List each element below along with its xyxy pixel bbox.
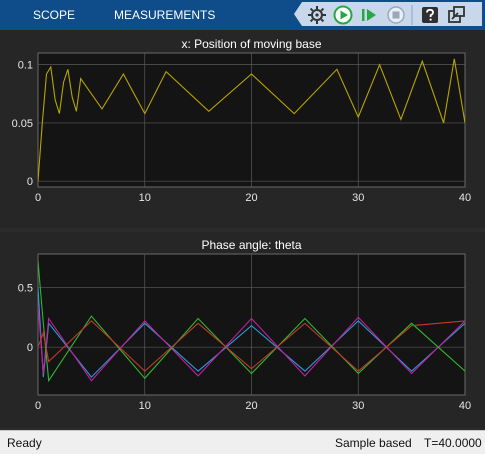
x-tick-label: 40 <box>459 400 471 412</box>
y-tick-label: 0.05 <box>12 118 33 130</box>
tab-scope[interactable]: SCOPE <box>33 8 76 22</box>
status-ready: Ready <box>7 436 42 450</box>
series-line-2 <box>38 305 465 382</box>
x-tick-label: 20 <box>245 400 257 412</box>
x-tick-label: 0 <box>35 192 41 204</box>
series-line-3 <box>38 261 465 383</box>
chart-title: Phase angle: theta <box>201 238 301 252</box>
stop-icon[interactable] <box>386 5 406 25</box>
toolstrip: SCOPE MEASUREMENTS <box>0 0 485 30</box>
help-icon[interactable] <box>420 5 440 25</box>
x-tick-label: 30 <box>352 192 364 204</box>
x-tick-label: 0 <box>35 400 41 412</box>
theta-chart[interactable]: Phase angle: theta 0 10 20 30 40 0 0.5 <box>0 232 485 428</box>
y-tick-label: 0 <box>27 342 33 354</box>
chart-title: x: Position of moving base <box>181 37 321 51</box>
undock-icon[interactable] <box>446 5 466 25</box>
toolbar-quick-access <box>294 2 482 26</box>
series-line-1 <box>38 58 465 182</box>
status-time: T=40.0000 <box>424 436 482 450</box>
run-icon[interactable] <box>333 5 353 25</box>
x-tick-label: 40 <box>459 192 471 204</box>
axes-panel-theta: Phase angle: theta 0 10 20 30 40 0 0.5 <box>0 232 485 428</box>
x-tick-label: 20 <box>245 192 257 204</box>
step-forward-icon[interactable] <box>359 5 379 25</box>
settings-icon[interactable] <box>307 5 327 25</box>
x-tick-label: 10 <box>139 192 151 204</box>
status-bar: Ready Sample based T=40.0000 <box>0 430 485 454</box>
x-tick-label: 10 <box>139 400 151 412</box>
x-tick-label: 30 <box>352 400 364 412</box>
y-tick-label: 0.1 <box>18 60 33 72</box>
series-line-4 <box>38 320 465 372</box>
y-tick-label: 0 <box>27 176 33 188</box>
status-mode: Sample based <box>335 436 412 450</box>
y-tick-label: 0.5 <box>18 282 33 294</box>
position-chart[interactable]: x: Position of moving base 0 10 20 30 40 0 0.05… <box>0 30 485 228</box>
tab-measurements[interactable]: MEASUREMENTS <box>114 8 216 22</box>
toolbar-separator <box>411 5 413 25</box>
axes-panel-position: x: Position of moving base 0 10 20 30 40 0 0.05… <box>0 30 485 228</box>
